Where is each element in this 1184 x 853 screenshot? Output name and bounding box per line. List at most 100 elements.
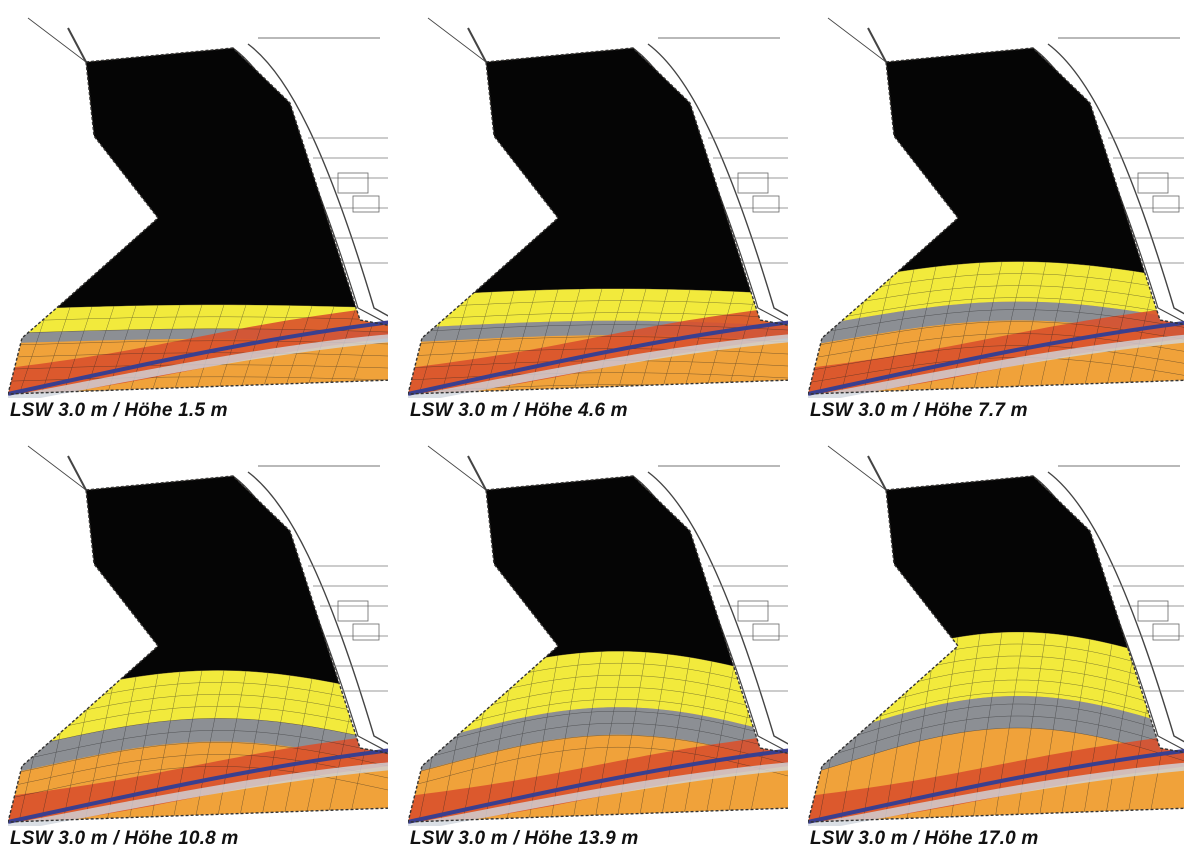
parcel-line: [67, 455, 87, 491]
site-area: [408, 48, 788, 394]
contour-line: [8, 718, 388, 753]
contour-line: [808, 345, 1184, 373]
site-area: [408, 476, 788, 822]
grid-line: [1059, 639, 1091, 822]
noise-map: [808, 445, 1184, 826]
noise-zone-black: [808, 48, 1184, 288]
noise-map: [408, 17, 788, 398]
panel-caption: LSW 3.0 m / Höhe 13.9 m: [410, 828, 639, 849]
noise-zone-grey: [808, 696, 1184, 776]
grid-line: [127, 305, 159, 394]
parcel-line: [1108, 565, 1184, 692]
panel-caption: LSW 3.0 m / Höhe 4.6 m: [410, 400, 628, 421]
street-strip: [8, 762, 388, 826]
noise-map: [8, 445, 388, 826]
parcel-line: [708, 565, 788, 692]
grid-line: [215, 671, 247, 822]
building-outline: [1137, 172, 1169, 194]
noise-zone-grey: [8, 718, 388, 775]
site-boundary: [8, 475, 388, 823]
grid-line: [905, 641, 937, 822]
main-road-line: [8, 748, 388, 824]
building-outline: [352, 195, 380, 213]
parcel-line: [708, 137, 788, 264]
parcel-line: [67, 27, 87, 63]
site-boundary: [408, 47, 788, 395]
contour-line: [808, 703, 1184, 754]
map-panel: LSW 3.0 m / Höhe 10.8 m: [8, 436, 388, 853]
map-panel: LSW 3.0 m / Höhe 1.5 m: [8, 8, 388, 428]
street-strip: [808, 334, 1184, 398]
contour-line: [808, 297, 1184, 325]
street-strip: [808, 762, 1184, 826]
noise-zone-black: [8, 48, 388, 310]
parcel-line: [308, 565, 388, 692]
grid-line: [303, 306, 335, 394]
street-layout: [427, 17, 788, 325]
grid-line: [17, 307, 49, 394]
grid-line: [83, 680, 115, 822]
noise-zone-black: [8, 476, 388, 704]
building-outline: [752, 195, 780, 213]
road-edge-line: [1047, 43, 1184, 315]
grid-line: [659, 289, 691, 394]
grid-line: [861, 272, 893, 394]
grid-line: [39, 307, 71, 394]
parcel-line: [867, 455, 887, 491]
grid-line: [237, 672, 269, 822]
grid-line: [303, 682, 335, 822]
road-edge-line: [647, 43, 788, 317]
grid-line: [171, 304, 203, 394]
panel-caption: LSW 3.0 m / Höhe 1.5 m: [10, 400, 228, 421]
grid-line: [615, 288, 647, 394]
road-edge-line: [1047, 471, 1184, 743]
main-road-line: [8, 320, 388, 396]
street-strip: [408, 334, 788, 398]
grid-line: [1037, 263, 1069, 394]
street-strip: [8, 334, 388, 398]
building-outline: [752, 623, 780, 641]
main-road-line: [408, 320, 788, 396]
parcel-line: [27, 17, 87, 63]
map-panel: LSW 3.0 m / Höhe 13.9 m: [408, 436, 788, 853]
contour-line: [8, 304, 388, 310]
parcel-line: [827, 17, 887, 63]
contour-line: [8, 316, 388, 322]
grid-line: [1015, 262, 1047, 394]
grid-line: [703, 666, 735, 822]
contour-line: [808, 285, 1184, 313]
parcel-line: [27, 445, 87, 491]
grid-line: [527, 655, 559, 822]
grid-line: [281, 678, 313, 822]
grid-line: [1037, 635, 1069, 822]
building-outline: [737, 172, 769, 194]
contour-line: [8, 730, 388, 765]
grid-line: [593, 288, 625, 394]
grid-line: [681, 661, 713, 822]
grid-line: [483, 663, 515, 822]
grid-line: [439, 292, 471, 394]
site-area: [8, 48, 388, 394]
contour-lines: [808, 261, 1184, 394]
grid-line: [659, 657, 691, 822]
noise-map: [408, 445, 788, 826]
building-outline: [737, 600, 769, 622]
grid-line: [1081, 643, 1113, 822]
contour-line: [408, 722, 788, 766]
panel-caption: LSW 3.0 m / Höhe 7.7 m: [810, 400, 1028, 421]
map-panel: LSW 3.0 m / Höhe 4.6 m: [408, 8, 788, 428]
grid-line: [1125, 274, 1157, 394]
contour-line: [408, 312, 788, 321]
parcel-line: [427, 17, 487, 63]
grid-line: [993, 261, 1025, 394]
grid-line: [637, 654, 669, 822]
main-road-line: [408, 748, 788, 824]
parcel-line: [1108, 137, 1184, 264]
grid-line: [149, 304, 181, 394]
grid-line: [1103, 271, 1135, 394]
site-boundary: [808, 47, 1184, 395]
noise-zone-yellow: [808, 261, 1184, 328]
contour-line: [808, 309, 1184, 337]
panel-caption: LSW 3.0 m / Höhe 10.8 m: [10, 828, 239, 849]
site-area: [808, 48, 1184, 394]
